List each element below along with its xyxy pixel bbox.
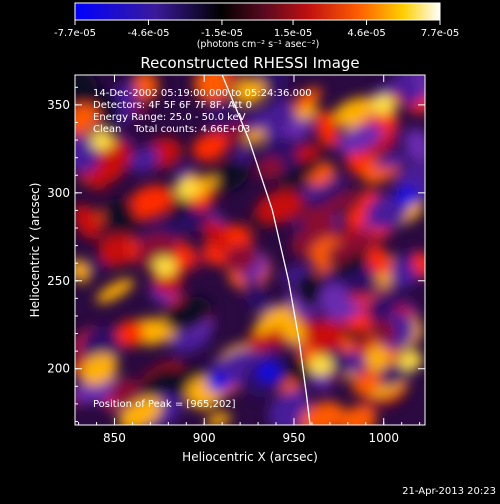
intensity-blob [294, 273, 328, 308]
annotation-time: 14-Dec-2002 05:19:00.000 to 05:24:36.000 [93, 88, 312, 99]
intensity-blob [337, 123, 383, 154]
intensity-blob [204, 218, 229, 252]
intensity-blob [75, 75, 98, 110]
bright-spot [371, 94, 396, 115]
plot-frame [74, 74, 426, 426]
intensity-blob [194, 75, 235, 102]
intensity-blob [315, 110, 339, 148]
x-tick-label: 950 [283, 431, 306, 445]
intensity-blob [277, 158, 322, 188]
intensity-blob [163, 296, 212, 332]
x-tick-label: 850 [103, 431, 126, 445]
intensity-blob [339, 406, 377, 425]
intensity-blob [389, 259, 418, 289]
intensity-blob [134, 75, 157, 100]
intensity-blob [367, 246, 391, 275]
intensity-blob [345, 350, 365, 374]
colorbar [74, 2, 441, 21]
intensity-blob [365, 346, 391, 374]
annotation-energy: Energy Range: 25.0 - 50.0 keV [93, 112, 246, 123]
intensity-blob [243, 277, 268, 314]
negative-spot [256, 362, 281, 383]
intensity-blob [78, 326, 124, 365]
intensity-blob [376, 318, 397, 343]
y-tick-label: 350 [47, 98, 70, 112]
chart-title: Reconstructed RHESSI Image [140, 54, 359, 72]
colorbar-tick-label: 1.5e-05 [274, 28, 312, 39]
bright-spot [152, 256, 177, 277]
intensity-blob [234, 146, 252, 162]
intensity-blob [75, 204, 102, 240]
x-axis: 850 900 950 1000 [78, 75, 421, 445]
intensity-blob [253, 305, 293, 335]
bright-spot [398, 349, 423, 370]
x-tick-label: 900 [193, 431, 216, 445]
intensity-blob [320, 190, 360, 214]
peak-position-label: Position of Peak = [965,202] [93, 399, 236, 410]
intensity-blob [405, 128, 425, 164]
intensity-blob [110, 378, 141, 408]
intensity-blob [79, 353, 118, 386]
intensity-blob [141, 366, 187, 401]
intensity-blob [256, 156, 284, 180]
intensity-blob [116, 320, 144, 348]
annotation-detectors: Detectors: 4F 5F 6F 7F 8F, Att 0 [93, 100, 252, 111]
intensity-blob [101, 198, 136, 232]
colorbar-tick-label: -7.7e-05 [54, 28, 96, 39]
bright-spot [308, 355, 333, 376]
intensity-blob [300, 401, 345, 425]
intensity-blob [301, 177, 347, 200]
intensity-blob [246, 107, 281, 131]
negative-spot [395, 186, 420, 207]
intensity-blob [329, 347, 350, 378]
intensity-blob [284, 353, 313, 389]
intensity-blob [223, 244, 258, 274]
intensity-blob [75, 104, 99, 136]
intensity-blob [206, 412, 232, 425]
y-axis-label: Heliocentric Y (arcsec) [28, 183, 42, 318]
intensity-blob [98, 234, 131, 267]
bright-spot [174, 179, 199, 200]
y-tick-label: 250 [47, 274, 70, 288]
intensity-blob [96, 278, 135, 304]
intensity-blob [333, 249, 376, 278]
intensity-blob [295, 143, 321, 162]
x-tick-label: 1000 [368, 431, 399, 445]
intensity-blob [305, 318, 346, 357]
solar-limb-curve [221, 75, 311, 425]
intensity-blob [192, 132, 228, 162]
intensity-blob [375, 152, 412, 169]
annotation-counts: Clean Total counts: 4.66E+03 [93, 124, 250, 135]
colorbar-tick-label: 4.6e-05 [347, 28, 385, 39]
intensity-blob [233, 79, 266, 105]
intensity-blob [309, 179, 349, 209]
intensity-blob [182, 319, 215, 335]
colorbar-tick-label: 7.7e-05 [421, 28, 459, 39]
colorbar-ticks: -7.7e-05 -4.6e-05 -1.5e-05 1.5e-05 4.6e-05 7.… [54, 20, 459, 39]
intensity-blob [396, 75, 420, 106]
colorbar-units-label: (photons cm⁻² s⁻¹ asec⁻²) [197, 39, 320, 50]
colorbar-tick-label: -1.5e-05 [201, 28, 243, 39]
y-tick-label: 200 [47, 362, 70, 376]
x-axis-label: Heliocentric X (arcsec) [182, 450, 318, 464]
bright-spot [89, 130, 114, 151]
y-axis: 200 250 300 350 [47, 86, 425, 422]
colorbar-tick-label: -4.6e-05 [127, 28, 169, 39]
intensity-blob [412, 252, 425, 277]
intensity-blob [75, 134, 100, 174]
intensity-blob [319, 283, 351, 317]
negative-spot [206, 372, 231, 393]
annotation-block: 14-Dec-2002 05:19:00.000 to 05:24:36.000… [93, 88, 312, 135]
intensity-blob [129, 146, 160, 174]
intensity-blob [301, 203, 336, 242]
intensity-blob [263, 122, 286, 141]
footer-date: 21-Apr-2013 20:23 [402, 486, 496, 497]
intensity-blob [128, 184, 174, 219]
y-tick-label: 300 [47, 186, 70, 200]
intensity-blob [293, 87, 322, 110]
intensity-blob [351, 372, 382, 395]
intensity-blob [365, 193, 409, 230]
